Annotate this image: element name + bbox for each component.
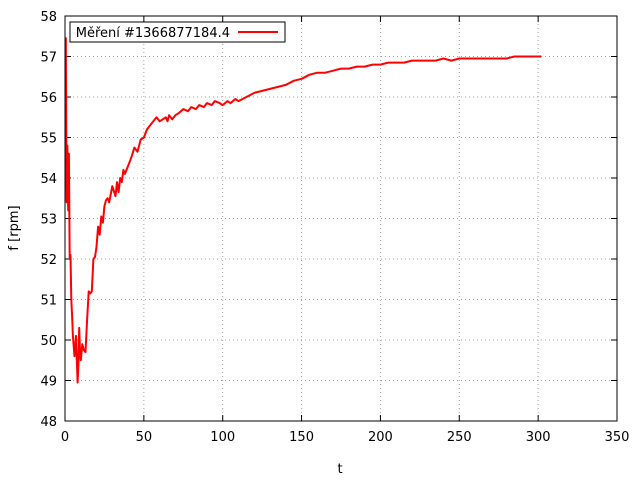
y-axis-label: f [rpm] (7, 205, 22, 250)
grid (65, 16, 617, 421)
tick-labels: 0 50 100 150 200 250 300 350 48 49 50 51 52 53 54 55 56 5… (40, 10, 629, 445)
y-tick-label: 48 (40, 415, 57, 430)
y-tick-label: 55 (40, 132, 57, 147)
x-tick-label: 200 (368, 430, 393, 445)
y-tick-label: 52 (40, 253, 57, 268)
y-tick-label: 53 (40, 213, 57, 228)
y-tick-label: 58 (40, 10, 57, 25)
legend-entry-label: Měření #1366877184.4 (76, 26, 230, 41)
x-axis-label: t (337, 462, 342, 477)
y-tick-label: 51 (40, 294, 57, 309)
y-tick-label: 54 (40, 172, 57, 187)
x-tick-label: 300 (526, 430, 551, 445)
series-layer (64, 37, 542, 384)
series-line-0 (64, 37, 542, 384)
legend-box (69, 21, 286, 43)
x-tick-label: 100 (210, 430, 235, 445)
x-tick-label: 350 (605, 430, 630, 445)
legend: Měření #1366877184.4 (69, 21, 286, 43)
x-tick-label: 50 (136, 430, 153, 445)
x-tick-label: 150 (289, 430, 314, 445)
y-tick-label: 50 (40, 334, 57, 349)
x-tick-label: 0 (61, 430, 69, 445)
plot-frame (64, 15, 618, 422)
x-tick-label: 250 (447, 430, 472, 445)
y-tick-label: 57 (40, 51, 57, 66)
y-tick-label: 49 (40, 375, 57, 390)
y-tick-label: 56 (40, 91, 57, 106)
